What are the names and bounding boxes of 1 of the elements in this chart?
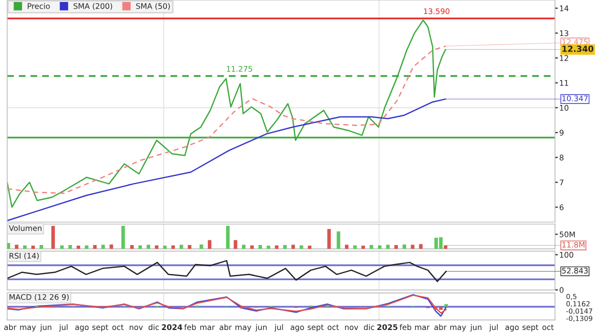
annotation: 12.340 (562, 46, 594, 52)
